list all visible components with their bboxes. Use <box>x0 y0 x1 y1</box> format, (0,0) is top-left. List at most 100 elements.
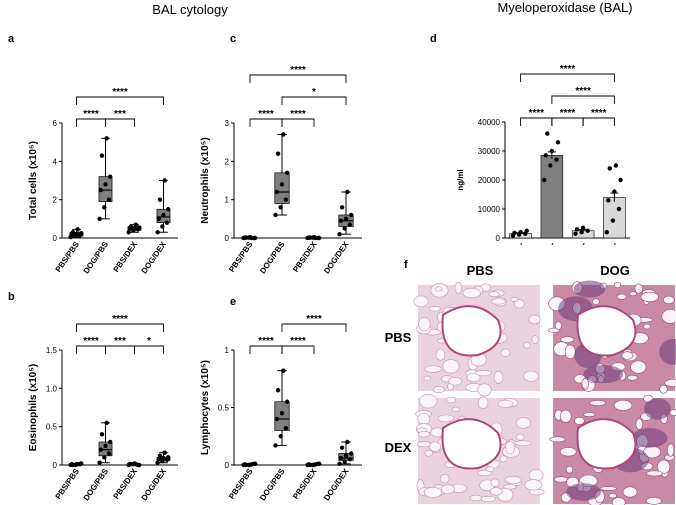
point <box>573 231 578 236</box>
point <box>165 455 171 460</box>
point <box>345 439 350 445</box>
point <box>106 451 112 456</box>
alveolus <box>515 417 531 429</box>
y-tick-label: 0.5 <box>218 404 230 413</box>
y-axis-label: Eosinophils (x10⁵) <box>28 364 39 452</box>
bracket <box>76 96 164 105</box>
alveolus <box>635 418 643 430</box>
significance: **** <box>560 64 576 75</box>
alveolus <box>643 323 651 330</box>
point <box>549 148 555 154</box>
point <box>102 205 107 210</box>
point <box>106 197 112 202</box>
point <box>133 222 138 227</box>
alveolus <box>424 365 442 373</box>
alveolus <box>417 412 430 426</box>
point <box>156 216 162 222</box>
bracket <box>281 96 347 105</box>
x-tick-label: PBS/PBS <box>54 239 82 273</box>
alveolus <box>629 291 637 297</box>
alveolus <box>480 495 496 502</box>
point <box>136 462 142 468</box>
point <box>313 462 318 467</box>
panel-label: a <box>8 33 15 45</box>
alveolus <box>419 394 438 409</box>
point <box>339 445 345 450</box>
point <box>604 230 609 235</box>
point <box>579 230 584 235</box>
point <box>613 163 619 168</box>
alveolus <box>491 298 506 305</box>
point <box>518 230 523 235</box>
x-tick-label: PBS/PBS <box>227 239 255 273</box>
point <box>542 177 547 183</box>
x-tick-label: DOG/PBS <box>82 239 111 275</box>
alveolus <box>423 375 432 382</box>
alveolus <box>528 314 541 325</box>
alveolus <box>613 281 622 289</box>
point <box>313 235 318 241</box>
point <box>128 224 134 229</box>
alveolus <box>477 383 492 397</box>
point <box>107 439 113 445</box>
alveolus <box>554 321 562 330</box>
y-tick-label: 6 <box>53 119 58 128</box>
point <box>574 227 580 232</box>
alveolus <box>581 378 590 390</box>
alveolus <box>667 443 675 457</box>
point <box>278 434 283 439</box>
significance: *** <box>114 336 126 347</box>
significance: **** <box>258 109 274 120</box>
airway <box>441 418 502 470</box>
x-tick-label: PBS/PBS <box>227 466 255 500</box>
point <box>132 226 137 231</box>
point <box>524 228 529 233</box>
alveolus <box>564 344 576 359</box>
alveolus <box>634 283 643 294</box>
x-tick-label: PBS/DEX <box>291 239 319 273</box>
point <box>97 216 102 222</box>
point <box>548 163 553 168</box>
point <box>279 182 285 187</box>
point <box>133 462 138 467</box>
alveolus <box>523 370 539 382</box>
alveolus <box>524 479 543 491</box>
alveolus <box>559 447 577 457</box>
x-tick-label: PBS/DEX <box>112 239 140 273</box>
point <box>98 447 104 452</box>
alveolus <box>490 478 500 487</box>
point <box>512 230 517 235</box>
alveolus <box>439 474 450 484</box>
significance: **** <box>575 86 591 97</box>
point <box>585 228 590 233</box>
alveolus <box>469 494 482 502</box>
x-tick-label: PBS/DEX <box>291 466 319 500</box>
significance: **** <box>528 108 544 119</box>
y-axis-label: Total cells (x10⁵) <box>28 141 39 220</box>
alveolus <box>489 487 503 496</box>
point <box>610 218 616 223</box>
significance: **** <box>112 87 128 98</box>
y-tick-label: 40000 <box>478 118 501 127</box>
y-tick-label: 4 <box>53 157 58 166</box>
alveolus <box>413 295 429 308</box>
point <box>283 197 289 202</box>
alveolus <box>549 436 566 443</box>
alveolus <box>583 412 596 417</box>
point <box>249 235 254 241</box>
alveolus <box>451 406 460 413</box>
panel-label: c <box>230 33 236 45</box>
alveolus <box>424 449 433 457</box>
point <box>161 455 166 461</box>
infiltrate <box>631 428 668 448</box>
x-tick-label: DOG/PBS <box>258 239 287 275</box>
significance: * <box>147 336 151 347</box>
point <box>97 460 102 465</box>
point <box>252 235 258 241</box>
point <box>164 220 170 225</box>
alveolus <box>622 486 638 498</box>
significance: **** <box>306 314 322 325</box>
significance: *** <box>114 109 126 120</box>
bracket <box>582 117 615 126</box>
alveolus <box>662 295 675 305</box>
